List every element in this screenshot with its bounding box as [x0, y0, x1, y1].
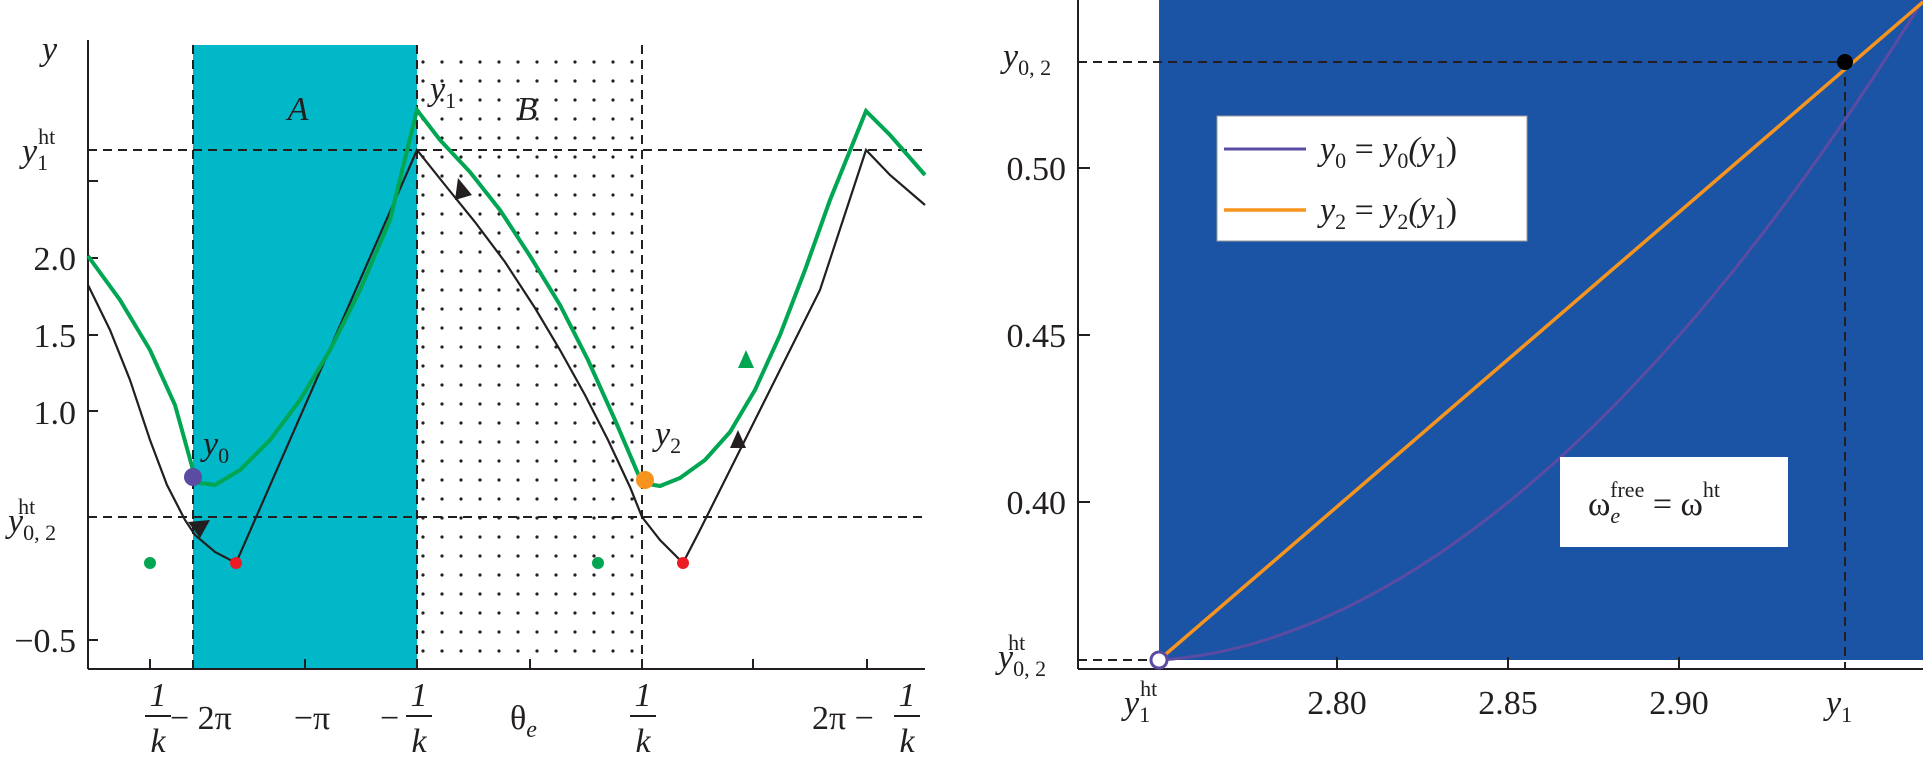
- y-tick-2.0: 2.0: [34, 241, 77, 278]
- right-x-tick-2.80: 2.80: [1307, 685, 1367, 722]
- region-a-label: A: [286, 91, 309, 128]
- omega-annotation: ωefree = ωht: [1560, 457, 1788, 547]
- right-y-tick-0.50: 0.50: [1007, 151, 1067, 188]
- arrow-down-1: [455, 178, 472, 200]
- x-tick-minus-1-over-k: − 1 k: [380, 677, 432, 760]
- y0-point: [184, 468, 202, 486]
- right-x-ticks: [1336, 657, 1680, 669]
- black-trajectory: [87, 147, 926, 565]
- region-b-label: B: [517, 91, 538, 128]
- svg-text:2π −: 2π −: [812, 700, 874, 737]
- svg-text:k: k: [899, 723, 915, 760]
- right-x-tick-2.85: 2.85: [1478, 685, 1538, 722]
- x-tick-minus-pi: −π: [294, 700, 330, 737]
- legend-item-y2: y2 = y2(y1): [1224, 192, 1457, 234]
- region-b: [417, 45, 642, 669]
- y2-label: y2: [652, 416, 681, 458]
- green-point-2: [592, 557, 604, 569]
- x-tick-theta-e: θe: [510, 700, 537, 743]
- svg-text:k: k: [150, 723, 166, 760]
- region-a: [193, 45, 417, 669]
- arrow-down-2: [188, 520, 210, 538]
- right-x-tick-2.90: 2.90: [1649, 685, 1709, 722]
- legend: y0 = y0(y1) y2 = y2(y1): [1216, 115, 1528, 242]
- y1-point: [1837, 54, 1853, 70]
- svg-text:y2 = y2(y1): y2 = y2(y1): [1317, 192, 1457, 234]
- x-tick-2pi-minus-1-over-k: 2π − 1 k: [812, 677, 920, 760]
- right-y1-label: y1: [1823, 685, 1852, 727]
- legend-item-y0: y0 = y0(y1): [1224, 131, 1457, 173]
- svg-text:1: 1: [899, 677, 916, 714]
- right-y-tick-0.45: 0.45: [1007, 318, 1067, 355]
- right-y-ticks: [1078, 167, 1090, 503]
- left-panel: y 2.0 1.5 1.0 −0.5 y1ht y0, 2ht A B y0 y…: [5, 31, 927, 760]
- right-y02ht-label: y0, 2ht: [995, 630, 1046, 681]
- right-y02-label: y0, 2: [1000, 38, 1051, 80]
- red-point-1: [230, 557, 242, 569]
- left-y-ticks: [88, 180, 98, 641]
- y0-label: y0: [200, 426, 229, 468]
- svg-text:1: 1: [150, 677, 167, 714]
- y1ht-label: y1ht: [19, 124, 55, 175]
- y-tick-1.0: 1.0: [34, 395, 77, 432]
- left-x-ticks: [149, 659, 868, 669]
- y-tick-neg0.5: −0.5: [14, 623, 76, 660]
- right-y-tick-0.40: 0.40: [1007, 485, 1067, 522]
- right-panel: y0, 2 0.50 0.45 0.40 y0, 2ht y1ht 2.80 2…: [995, 0, 1923, 727]
- red-point-2: [677, 557, 689, 569]
- y02ht-label: y0, 2ht: [5, 494, 56, 545]
- green-point-1: [144, 557, 156, 569]
- svg-text:1: 1: [635, 677, 652, 714]
- arrow-up-black: [730, 430, 746, 448]
- x-tick-1-over-k: 1 k: [630, 677, 656, 760]
- svg-text:− 2π: − 2π: [170, 700, 232, 737]
- svg-text:−: −: [380, 700, 399, 737]
- svg-text:1: 1: [411, 677, 428, 714]
- svg-text:k: k: [411, 723, 427, 760]
- arrow-up-green: [738, 350, 754, 368]
- y1-label: y1: [427, 71, 456, 113]
- y1ht-point: [1149, 650, 1169, 670]
- y2-point: [636, 471, 654, 489]
- svg-text:y0 = y0(y1): y0 = y0(y1): [1317, 131, 1457, 173]
- purple-curve: [1158, 0, 1923, 662]
- left-y-axis-label: y: [39, 31, 58, 68]
- x-tick-1-over-k-minus-2pi: 1 k − 2π: [145, 677, 232, 760]
- svg-text:ωefree = ωht: ωefree = ωht: [1588, 477, 1720, 528]
- green-trajectory: [86, 105, 927, 489]
- svg-text:k: k: [635, 723, 651, 760]
- y-tick-1.5: 1.5: [34, 318, 77, 355]
- orange-line: [1157, 0, 1923, 662]
- right-y1ht-label: y1ht: [1121, 676, 1157, 727]
